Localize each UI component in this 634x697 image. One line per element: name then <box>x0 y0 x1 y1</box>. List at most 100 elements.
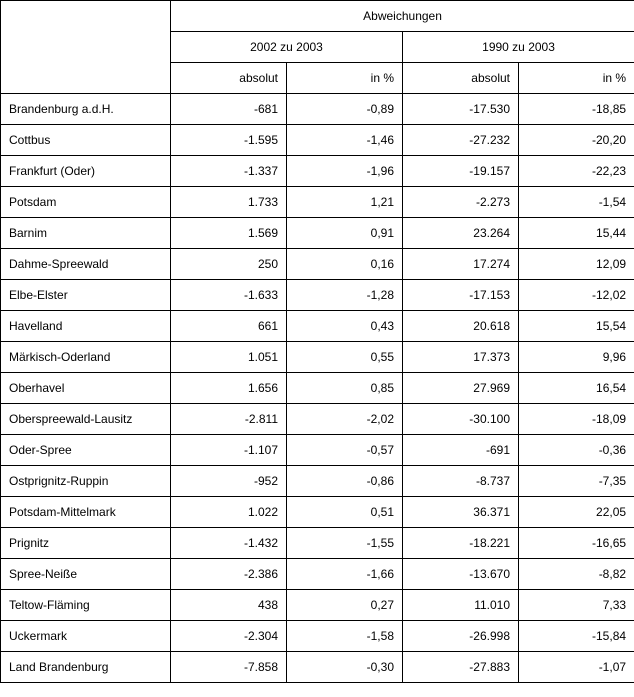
cell-p1: -1,96 <box>287 156 403 187</box>
cell-p2: -18,09 <box>519 404 634 435</box>
cell-a1: -1.432 <box>171 528 287 559</box>
table-row: Land Brandenburg-7.858-0,30-27.883-1,07 <box>1 652 634 683</box>
cell-a1: 1.022 <box>171 497 287 528</box>
cell-p2: -16,65 <box>519 528 634 559</box>
cell-a1: -681 <box>171 94 287 125</box>
cell-a1: 1.569 <box>171 218 287 249</box>
cell-a1: -1.337 <box>171 156 287 187</box>
table-row: Brandenburg a.d.H.-681-0,89-17.530-18,85 <box>1 94 634 125</box>
cell-p2: -22,23 <box>519 156 634 187</box>
cell-a1: 661 <box>171 311 287 342</box>
cell-p2: 7,33 <box>519 590 634 621</box>
table-row: Barnim1.5690,9123.26415,44 <box>1 218 634 249</box>
cell-p2: -12,02 <box>519 280 634 311</box>
cell-a1: 1.051 <box>171 342 287 373</box>
cell-a2: -27.883 <box>403 652 519 683</box>
row-label: Prignitz <box>1 528 171 559</box>
cell-a2: -27.232 <box>403 125 519 156</box>
cell-a1: -1.633 <box>171 280 287 311</box>
cell-p1: 0,85 <box>287 373 403 404</box>
cell-p1: 0,55 <box>287 342 403 373</box>
row-label: Uckermark <box>1 621 171 652</box>
row-label: Märkisch-Oderland <box>1 342 171 373</box>
deviation-table: Abweichungen 2002 zu 2003 1990 zu 2003 a… <box>0 0 634 683</box>
header-blank <box>1 1 171 94</box>
table-row: Oberspreewald-Lausitz-2.811-2,02-30.100-… <box>1 404 634 435</box>
cell-p2: -7,35 <box>519 466 634 497</box>
cell-a2: -8.737 <box>403 466 519 497</box>
table-row: Teltow-Fläming4380,2711.0107,33 <box>1 590 634 621</box>
cell-a2: 36.371 <box>403 497 519 528</box>
cell-a1: -952 <box>171 466 287 497</box>
cell-p1: -2,02 <box>287 404 403 435</box>
cell-a1: -7.858 <box>171 652 287 683</box>
cell-a2: -691 <box>403 435 519 466</box>
cell-a2: -2.273 <box>403 187 519 218</box>
cell-p2: 15,44 <box>519 218 634 249</box>
table-row: Frankfurt (Oder)-1.337-1,96-19.157-22,23 <box>1 156 634 187</box>
table-row: Spree-Neiße-2.386-1,66-13.670-8,82 <box>1 559 634 590</box>
table-row: Potsdam1.7331,21-2.273-1,54 <box>1 187 634 218</box>
table-row: Oder-Spree-1.107-0,57-691-0,36 <box>1 435 634 466</box>
cell-a2: -30.100 <box>403 404 519 435</box>
cell-a1: -2.304 <box>171 621 287 652</box>
header-abs-2: absolut <box>403 63 519 94</box>
row-label: Oberspreewald-Lausitz <box>1 404 171 435</box>
table-row: Prignitz-1.432-1,55-18.221-16,65 <box>1 528 634 559</box>
cell-p2: -0,36 <box>519 435 634 466</box>
row-label: Oberhavel <box>1 373 171 404</box>
cell-a2: -17.153 <box>403 280 519 311</box>
cell-p1: 0,43 <box>287 311 403 342</box>
table-row: Dahme-Spreewald2500,1617.27412,09 <box>1 249 634 280</box>
cell-p1: -1,55 <box>287 528 403 559</box>
cell-p1: -0,86 <box>287 466 403 497</box>
header-top: Abweichungen <box>171 1 634 32</box>
cell-a2: 11.010 <box>403 590 519 621</box>
cell-p1: 0,27 <box>287 590 403 621</box>
cell-p1: -0,89 <box>287 94 403 125</box>
cell-p1: -1,58 <box>287 621 403 652</box>
cell-p2: -1,54 <box>519 187 634 218</box>
row-label: Dahme-Spreewald <box>1 249 171 280</box>
table-body: Brandenburg a.d.H.-681-0,89-17.530-18,85… <box>1 94 634 683</box>
row-label: Barnim <box>1 218 171 249</box>
row-label: Frankfurt (Oder) <box>1 156 171 187</box>
cell-p2: -18,85 <box>519 94 634 125</box>
table-row: Uckermark-2.304-1,58-26.998-15,84 <box>1 621 634 652</box>
table-row: Havelland6610,4320.61815,54 <box>1 311 634 342</box>
cell-a1: -1.595 <box>171 125 287 156</box>
cell-a2: -18.221 <box>403 528 519 559</box>
cell-p2: 12,09 <box>519 249 634 280</box>
header-group-1: 2002 zu 2003 <box>171 32 403 63</box>
cell-a1: -2.811 <box>171 404 287 435</box>
cell-p1: -0,57 <box>287 435 403 466</box>
row-label: Teltow-Fläming <box>1 590 171 621</box>
cell-p2: 16,54 <box>519 373 634 404</box>
cell-p1: 0,16 <box>287 249 403 280</box>
cell-a2: -19.157 <box>403 156 519 187</box>
row-label: Land Brandenburg <box>1 652 171 683</box>
cell-a1: -2.386 <box>171 559 287 590</box>
deviation-table-container: Abweichungen 2002 zu 2003 1990 zu 2003 a… <box>0 0 634 683</box>
cell-a2: 17.274 <box>403 249 519 280</box>
header-pct-2: in % <box>519 63 634 94</box>
cell-a2: -13.670 <box>403 559 519 590</box>
cell-a1: 250 <box>171 249 287 280</box>
row-label: Brandenburg a.d.H. <box>1 94 171 125</box>
row-label: Cottbus <box>1 125 171 156</box>
cell-a1: 438 <box>171 590 287 621</box>
header-pct-1: in % <box>287 63 403 94</box>
cell-a2: 27.969 <box>403 373 519 404</box>
cell-a2: -26.998 <box>403 621 519 652</box>
cell-a1: 1.656 <box>171 373 287 404</box>
table-row: Oberhavel1.6560,8527.96916,54 <box>1 373 634 404</box>
cell-p2: 15,54 <box>519 311 634 342</box>
cell-p1: -1,28 <box>287 280 403 311</box>
cell-a1: 1.733 <box>171 187 287 218</box>
row-label: Spree-Neiße <box>1 559 171 590</box>
cell-a1: -1.107 <box>171 435 287 466</box>
row-label: Havelland <box>1 311 171 342</box>
table-row: Potsdam-Mittelmark1.0220,5136.37122,05 <box>1 497 634 528</box>
cell-p1: 1,21 <box>287 187 403 218</box>
table-row: Cottbus-1.595-1,46-27.232-20,20 <box>1 125 634 156</box>
